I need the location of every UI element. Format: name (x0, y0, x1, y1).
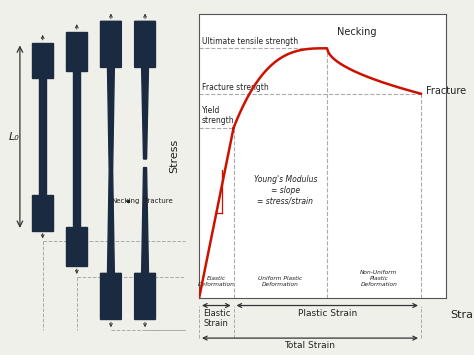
Text: Strain: Strain (450, 310, 474, 320)
Polygon shape (135, 21, 155, 159)
Text: Non-Uniform
Plastic
Deformation: Non-Uniform Plastic Deformation (360, 270, 398, 287)
Text: Necking: Necking (337, 27, 377, 37)
Text: Elastic
Strain: Elastic Strain (203, 308, 230, 328)
Polygon shape (32, 43, 53, 231)
Text: Yield
strength: Yield strength (201, 105, 234, 125)
Text: Total Strain: Total Strain (284, 341, 336, 350)
Text: Plastic Strain: Plastic Strain (298, 308, 357, 317)
Text: Uniform Plastic
Deformation: Uniform Plastic Deformation (258, 276, 302, 287)
Text: Stress: Stress (169, 139, 180, 173)
Text: Fracture: Fracture (426, 86, 466, 96)
Text: Elastic
Deformation: Elastic Deformation (198, 276, 235, 287)
Text: L₀: L₀ (9, 132, 19, 142)
Text: Ultimate tensile strength: Ultimate tensile strength (201, 37, 298, 46)
Text: Young's Modulus
= slope
= stress/strain: Young's Modulus = slope = stress/strain (254, 175, 317, 205)
Text: Fracture: Fracture (144, 198, 173, 203)
Polygon shape (135, 168, 155, 320)
Text: Fracture strength: Fracture strength (201, 83, 268, 92)
Polygon shape (66, 32, 87, 266)
Polygon shape (100, 21, 121, 320)
Text: Necking: Necking (112, 198, 140, 203)
